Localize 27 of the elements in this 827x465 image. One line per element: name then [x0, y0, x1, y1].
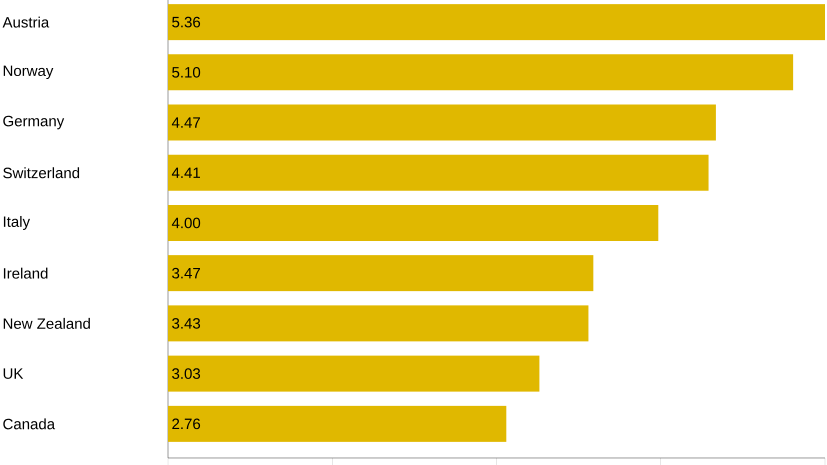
data-label: 2.76 — [172, 418, 200, 430]
data-label: 4.00 — [172, 218, 200, 228]
y-tick-label: Norway — [4, 66, 54, 80]
bar — [168, 154, 709, 191]
bar — [168, 406, 506, 442]
bar — [168, 356, 540, 392]
y-tick-label: UK — [4, 368, 24, 379]
data-label: 3.03 — [172, 368, 200, 379]
data-label: 3.47 — [172, 268, 200, 278]
bar — [168, 204, 658, 241]
y-tick-label: New Zealand — [4, 318, 90, 329]
bar — [168, 305, 588, 342]
y-tick-label: Canada — [3, 418, 56, 430]
data-label: 5.10 — [172, 66, 200, 78]
data-label: 4.47 — [172, 117, 200, 128]
y-tick-label: Germany — [3, 116, 64, 130]
data-label: 3.43 — [172, 318, 200, 329]
bar — [168, 104, 716, 141]
data-label: 5.36 — [172, 16, 200, 28]
y-tick-label: Switzerland — [3, 167, 80, 178]
y-tick-label: Italy — [4, 216, 30, 230]
y-tick-label: Ireland — [4, 268, 48, 279]
y-tick-label: Austria — [2, 16, 50, 28]
bar — [168, 4, 825, 40]
bar — [168, 255, 594, 292]
bar — [168, 54, 794, 90]
data-label: 4.41 — [172, 168, 200, 178]
